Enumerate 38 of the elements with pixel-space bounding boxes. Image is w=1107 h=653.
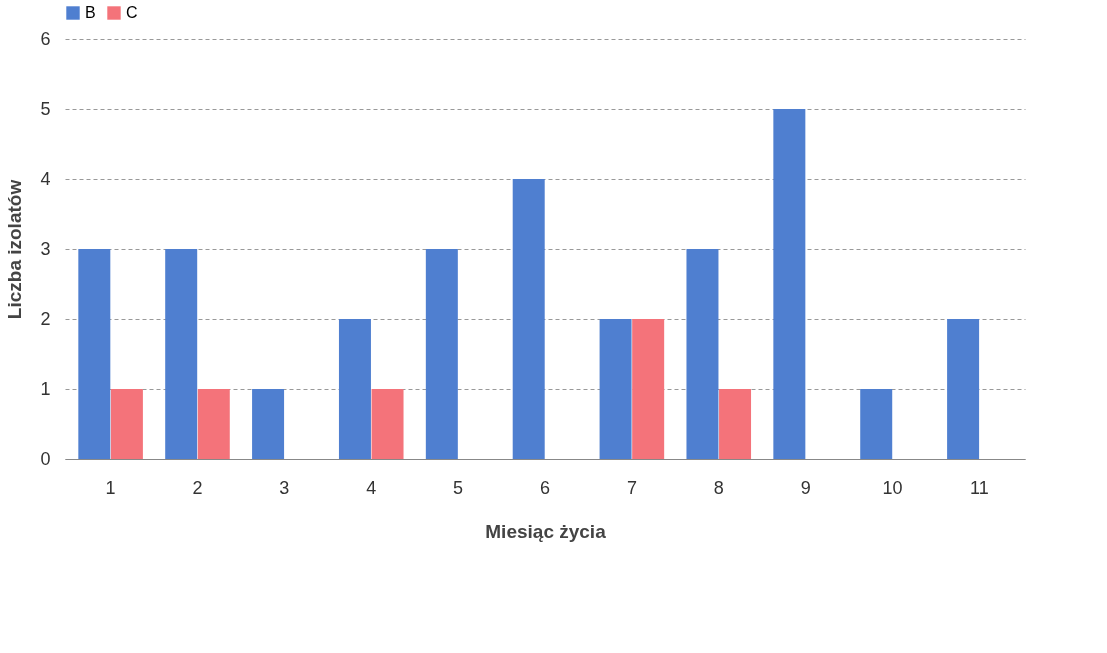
x-tick-label: 4 bbox=[366, 477, 377, 498]
y-tick-label: 1 bbox=[40, 378, 51, 399]
bar bbox=[338, 319, 371, 459]
y-axis-title: Liczba izolatów bbox=[4, 179, 26, 320]
bar bbox=[78, 249, 111, 459]
bar bbox=[197, 389, 230, 459]
y-tick-label: 5 bbox=[40, 98, 51, 119]
x-tick-label: 7 bbox=[626, 477, 637, 498]
y-tick-label: 3 bbox=[40, 238, 51, 259]
x-tick-label: 11 bbox=[970, 477, 989, 498]
x-tick-label: 6 bbox=[539, 477, 551, 498]
x-tick-label: 5 bbox=[453, 477, 464, 498]
x-tick-label: 3 bbox=[279, 477, 290, 498]
x-tick-label: 1 bbox=[105, 477, 116, 498]
x-tick-label: 9 bbox=[800, 477, 811, 498]
x-axis-title: Miesiąc życia bbox=[485, 520, 607, 542]
y-tick-label: 6 bbox=[40, 28, 51, 49]
y-tick-label: 0 bbox=[40, 448, 51, 469]
legend-label: B bbox=[85, 4, 96, 21]
x-tick-label: 2 bbox=[192, 477, 203, 498]
y-tick-label: 2 bbox=[40, 308, 51, 329]
legend-label: C bbox=[126, 4, 138, 21]
bar bbox=[425, 249, 458, 459]
bar bbox=[719, 389, 752, 459]
bar bbox=[371, 389, 404, 459]
bar bbox=[252, 389, 285, 459]
y-tick-label: 4 bbox=[40, 168, 51, 189]
bar bbox=[165, 249, 198, 459]
bar bbox=[512, 179, 545, 459]
bar bbox=[947, 319, 980, 459]
bar bbox=[860, 389, 893, 459]
bar bbox=[773, 109, 806, 459]
x-tick-label: 10 bbox=[882, 477, 903, 498]
bar bbox=[632, 319, 665, 459]
bar bbox=[686, 249, 719, 459]
x-tick-label: 8 bbox=[713, 477, 724, 498]
bar bbox=[599, 319, 632, 459]
bar bbox=[110, 389, 143, 459]
